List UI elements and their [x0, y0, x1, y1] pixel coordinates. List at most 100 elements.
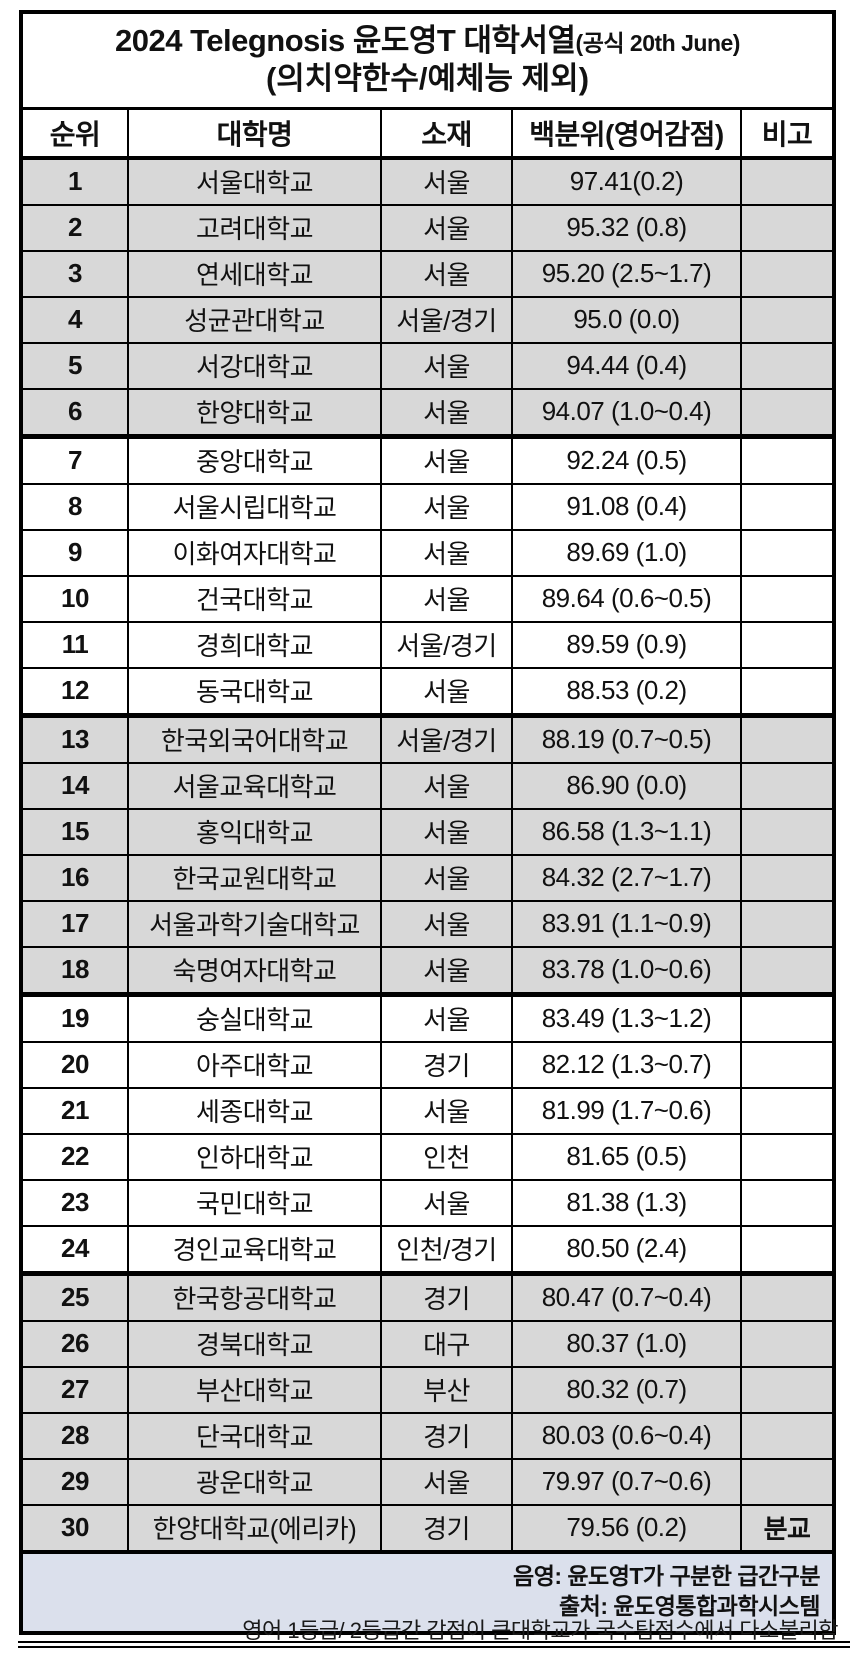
location-cell: 대구 — [382, 1321, 513, 1366]
title-line2: (의치약한수/예체능 제외) — [265, 60, 590, 96]
location-cell: 서울 — [382, 205, 513, 250]
table-row: 16 한국교원대학교 서울 84.32 (2.7~1.7) — [23, 855, 832, 902]
note-cell — [742, 1413, 832, 1458]
note-cell: 분교 — [742, 1505, 832, 1550]
university-cell: 동국대학교 — [129, 668, 382, 713]
table-body: 1 서울대학교 서울 97.41(0.2) 2 고려대학교 서울 95.32 (0.8) 3 연세… — [23, 159, 832, 1550]
rank-cell: 24 — [23, 1226, 129, 1271]
university-cell: 아주대학교 — [129, 1042, 382, 1087]
rank-cell: 5 — [23, 343, 129, 388]
header-note: 비고 — [761, 118, 813, 150]
rank-cell: 1 — [23, 159, 129, 204]
note-cell — [742, 343, 832, 388]
location-cell: 부산 — [382, 1367, 513, 1412]
rank-cell: 10 — [23, 576, 129, 621]
university-cell: 성균관대학교 — [129, 297, 382, 342]
note-cell — [742, 1135, 832, 1179]
rank-cell: 18 — [23, 947, 129, 992]
percentile-cell: 94.07 (1.0~0.4) — [513, 389, 742, 434]
location-cell: 서울 — [382, 901, 513, 946]
table-row: 14 서울교육대학교 서울 86.90 (0.0) — [23, 763, 832, 810]
percentile-cell: 84.32 (2.7~1.7) — [513, 855, 742, 900]
note-cell — [742, 997, 832, 1041]
table-row: 13 한국외국어대학교 서울/경기 88.19 (0.7~0.5) — [23, 717, 832, 764]
percentile-cell: 92.24 (0.5) — [513, 438, 742, 483]
percentile-cell: 97.41(0.2) — [513, 159, 742, 204]
rank-cell: 22 — [23, 1134, 129, 1179]
note-cell — [742, 205, 832, 250]
note-cell — [742, 809, 832, 854]
location-cell: 서울 — [382, 438, 513, 483]
rank-cell: 19 — [23, 996, 129, 1041]
university-cell: 숙명여자대학교 — [129, 947, 382, 992]
table-title: 2024 Telegnosis 윤도영T 대학서열(공식 20th June) … — [23, 14, 832, 110]
note-cell — [742, 297, 832, 342]
percentile-cell: 95.32 (0.8) — [513, 205, 742, 250]
rank-cell: 25 — [23, 1275, 129, 1320]
percentile-cell: 89.69 (1.0) — [513, 530, 742, 575]
percentile-cell: 83.78 (1.0~0.6) — [513, 947, 742, 992]
rank-cell: 7 — [23, 438, 129, 483]
university-cell: 경희대학교 — [129, 622, 382, 667]
university-cell: 경인교육대학교 — [129, 1226, 382, 1271]
university-cell: 연세대학교 — [129, 251, 382, 296]
note-cell — [742, 1181, 832, 1225]
note-cell — [742, 389, 832, 434]
note-cell — [742, 947, 832, 992]
note-cell — [742, 1089, 832, 1133]
table-row: 27 부산대학교 부산 80.32 (0.7) — [23, 1367, 832, 1414]
location-cell: 서울 — [382, 763, 513, 808]
location-cell: 인천 — [382, 1134, 513, 1179]
header-percentile: 백분위(영어감점) — [513, 109, 742, 156]
note-cell — [742, 485, 832, 529]
percentile-cell: 83.91 (1.1~0.9) — [513, 901, 742, 946]
percentile-cell: 80.50 (2.4) — [513, 1226, 742, 1271]
university-cell: 국민대학교 — [129, 1180, 382, 1225]
header-university: 대학명 — [129, 109, 382, 156]
note-cell — [742, 1459, 832, 1504]
university-cell: 한국교원대학교 — [129, 855, 382, 900]
location-cell: 서울 — [382, 1088, 513, 1133]
university-cell: 서울시립대학교 — [129, 484, 382, 529]
note-cell — [742, 855, 832, 900]
note-cell — [742, 439, 832, 483]
university-cell: 경북대학교 — [129, 1321, 382, 1366]
table-row: 1 서울대학교 서울 97.41(0.2) — [23, 159, 832, 206]
university-cell: 한양대학교 — [129, 389, 382, 434]
percentile-cell: 88.53 (0.2) — [513, 668, 742, 713]
location-cell: 서울 — [382, 530, 513, 575]
percentile-cell: 80.32 (0.7) — [513, 1367, 742, 1412]
percentile-cell: 94.44 (0.4) — [513, 343, 742, 388]
table-row: 6 한양대학교 서울 94.07 (1.0~0.4) — [23, 389, 832, 439]
table-row: 7 중앙대학교 서울 92.24 (0.5) — [23, 438, 832, 485]
university-cell: 부산대학교 — [129, 1367, 382, 1412]
rank-cell: 14 — [23, 763, 129, 808]
note-cell — [742, 1367, 832, 1412]
percentile-cell: 80.03 (0.6~0.4) — [513, 1413, 742, 1458]
location-cell: 경기 — [382, 1413, 513, 1458]
note-cell — [742, 669, 832, 713]
location-cell: 인천/경기 — [382, 1226, 513, 1271]
table-row: 3 연세대학교 서울 95.20 (2.5~1.7) — [23, 251, 832, 298]
table-row: 17 서울과학기술대학교 서울 83.91 (1.1~0.9) — [23, 901, 832, 948]
table-row: 30 한양대학교(에리카) 경기 79.56 (0.2) 분교 — [23, 1505, 832, 1550]
location-cell: 서울 — [382, 251, 513, 296]
table-row: 24 경인교육대학교 인천/경기 80.50 (2.4) — [23, 1226, 832, 1276]
percentile-cell: 82.12 (1.3~0.7) — [513, 1042, 742, 1087]
rank-cell: 23 — [23, 1180, 129, 1225]
location-cell: 서울 — [382, 484, 513, 529]
location-cell: 서울 — [382, 159, 513, 204]
note-cell — [742, 577, 832, 621]
university-cell: 세종대학교 — [129, 1088, 382, 1133]
university-cell: 한양대학교(에리카) — [129, 1505, 382, 1550]
table-row: 23 국민대학교 서울 81.38 (1.3) — [23, 1180, 832, 1227]
location-cell: 서울 — [382, 389, 513, 434]
note-cell — [742, 763, 832, 808]
table-row: 12 동국대학교 서울 88.53 (0.2) — [23, 668, 832, 718]
university-cell: 서울교육대학교 — [129, 763, 382, 808]
note-cell — [742, 531, 832, 575]
table-row: 22 인하대학교 인천 81.65 (0.5) — [23, 1134, 832, 1181]
rank-cell: 15 — [23, 809, 129, 854]
table-footer: 음영: 윤도영T가 구분한 급간구분 출처: 윤도영통합과학시스템 — [23, 1549, 832, 1631]
